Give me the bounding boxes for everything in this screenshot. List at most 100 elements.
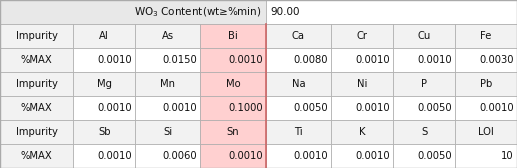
Bar — [266, 144, 331, 168]
Text: 0.0010: 0.0010 — [356, 103, 390, 113]
Text: Cu: Cu — [417, 31, 431, 41]
Bar — [0, 144, 73, 168]
Text: Sn: Sn — [227, 127, 239, 137]
Text: As: As — [162, 31, 174, 41]
Text: 0.0010: 0.0010 — [417, 55, 452, 65]
Text: K: K — [359, 127, 366, 137]
Bar — [331, 96, 393, 120]
Bar — [73, 24, 135, 48]
Text: %MAX: %MAX — [21, 55, 53, 65]
Text: Impurity: Impurity — [16, 127, 57, 137]
Text: 0.0050: 0.0050 — [417, 103, 452, 113]
Bar — [135, 120, 201, 144]
Text: Impurity: Impurity — [16, 79, 57, 89]
Text: 0.0150: 0.0150 — [163, 55, 197, 65]
Text: 0.0050: 0.0050 — [417, 151, 452, 161]
Text: 0.0010: 0.0010 — [228, 55, 263, 65]
Bar — [0, 0, 266, 24]
Bar — [73, 48, 135, 72]
Text: %MAX: %MAX — [21, 103, 53, 113]
Text: 0.0010: 0.0010 — [98, 103, 132, 113]
Bar — [266, 48, 331, 72]
Text: 0.0050: 0.0050 — [294, 103, 328, 113]
Text: 90.00: 90.00 — [271, 7, 300, 17]
Bar — [266, 24, 331, 48]
Bar — [135, 48, 201, 72]
Text: 0.0010: 0.0010 — [228, 151, 263, 161]
Text: Ca: Ca — [292, 31, 305, 41]
Text: Mn: Mn — [160, 79, 175, 89]
Text: 0.0010: 0.0010 — [163, 103, 197, 113]
Text: Si: Si — [163, 127, 172, 137]
Bar — [135, 72, 201, 96]
Bar — [393, 24, 455, 48]
Bar — [0, 72, 73, 96]
Text: WO$_3$ Content(wt≥%min): WO$_3$ Content(wt≥%min) — [134, 5, 262, 19]
Bar — [331, 72, 393, 96]
Bar — [201, 96, 266, 120]
Bar — [135, 144, 201, 168]
Bar — [266, 120, 331, 144]
Text: 0.0060: 0.0060 — [163, 151, 197, 161]
Text: LOI: LOI — [478, 127, 494, 137]
Bar — [393, 96, 455, 120]
Text: 10: 10 — [501, 151, 514, 161]
Bar — [201, 48, 266, 72]
Text: 0.0010: 0.0010 — [98, 151, 132, 161]
Bar — [455, 48, 517, 72]
Bar — [331, 144, 393, 168]
Bar — [393, 120, 455, 144]
Bar — [201, 24, 266, 48]
Text: Cr: Cr — [357, 31, 368, 41]
Bar — [73, 72, 135, 96]
Bar — [331, 48, 393, 72]
Text: 0.0010: 0.0010 — [356, 55, 390, 65]
Text: Mo: Mo — [226, 79, 240, 89]
Bar — [0, 24, 73, 48]
Bar — [0, 48, 73, 72]
Text: 0.0030: 0.0030 — [479, 55, 514, 65]
Bar — [201, 144, 266, 168]
Text: 0.0010: 0.0010 — [294, 151, 328, 161]
Bar — [393, 72, 455, 96]
Text: Al: Al — [99, 31, 109, 41]
Text: 0.0010: 0.0010 — [98, 55, 132, 65]
Bar — [135, 96, 201, 120]
Bar — [266, 96, 331, 120]
Bar — [0, 120, 73, 144]
Text: 0.0010: 0.0010 — [356, 151, 390, 161]
Bar — [73, 144, 135, 168]
Text: P: P — [421, 79, 427, 89]
Bar — [73, 120, 135, 144]
Bar — [393, 144, 455, 168]
Bar — [201, 72, 266, 96]
Text: Fe: Fe — [480, 31, 492, 41]
Bar — [455, 24, 517, 48]
Text: 0.0010: 0.0010 — [479, 103, 514, 113]
Text: Bi: Bi — [229, 31, 238, 41]
Bar — [331, 24, 393, 48]
Text: 0.1000: 0.1000 — [228, 103, 263, 113]
Text: Pb: Pb — [480, 79, 492, 89]
Bar — [266, 0, 517, 24]
Text: Sb: Sb — [98, 127, 111, 137]
Text: %MAX: %MAX — [21, 151, 53, 161]
Text: Impurity: Impurity — [16, 31, 57, 41]
Text: Ni: Ni — [357, 79, 367, 89]
Text: 0.0080: 0.0080 — [294, 55, 328, 65]
Bar — [455, 96, 517, 120]
Bar — [266, 72, 331, 96]
Text: S: S — [421, 127, 427, 137]
Bar — [455, 144, 517, 168]
Bar — [455, 120, 517, 144]
Bar — [73, 96, 135, 120]
Text: Na: Na — [292, 79, 306, 89]
Bar — [331, 120, 393, 144]
Bar — [0, 96, 73, 120]
Bar — [201, 120, 266, 144]
Bar — [455, 72, 517, 96]
Text: Mg: Mg — [97, 79, 112, 89]
Bar — [135, 24, 201, 48]
Bar — [393, 48, 455, 72]
Text: Ti: Ti — [294, 127, 303, 137]
